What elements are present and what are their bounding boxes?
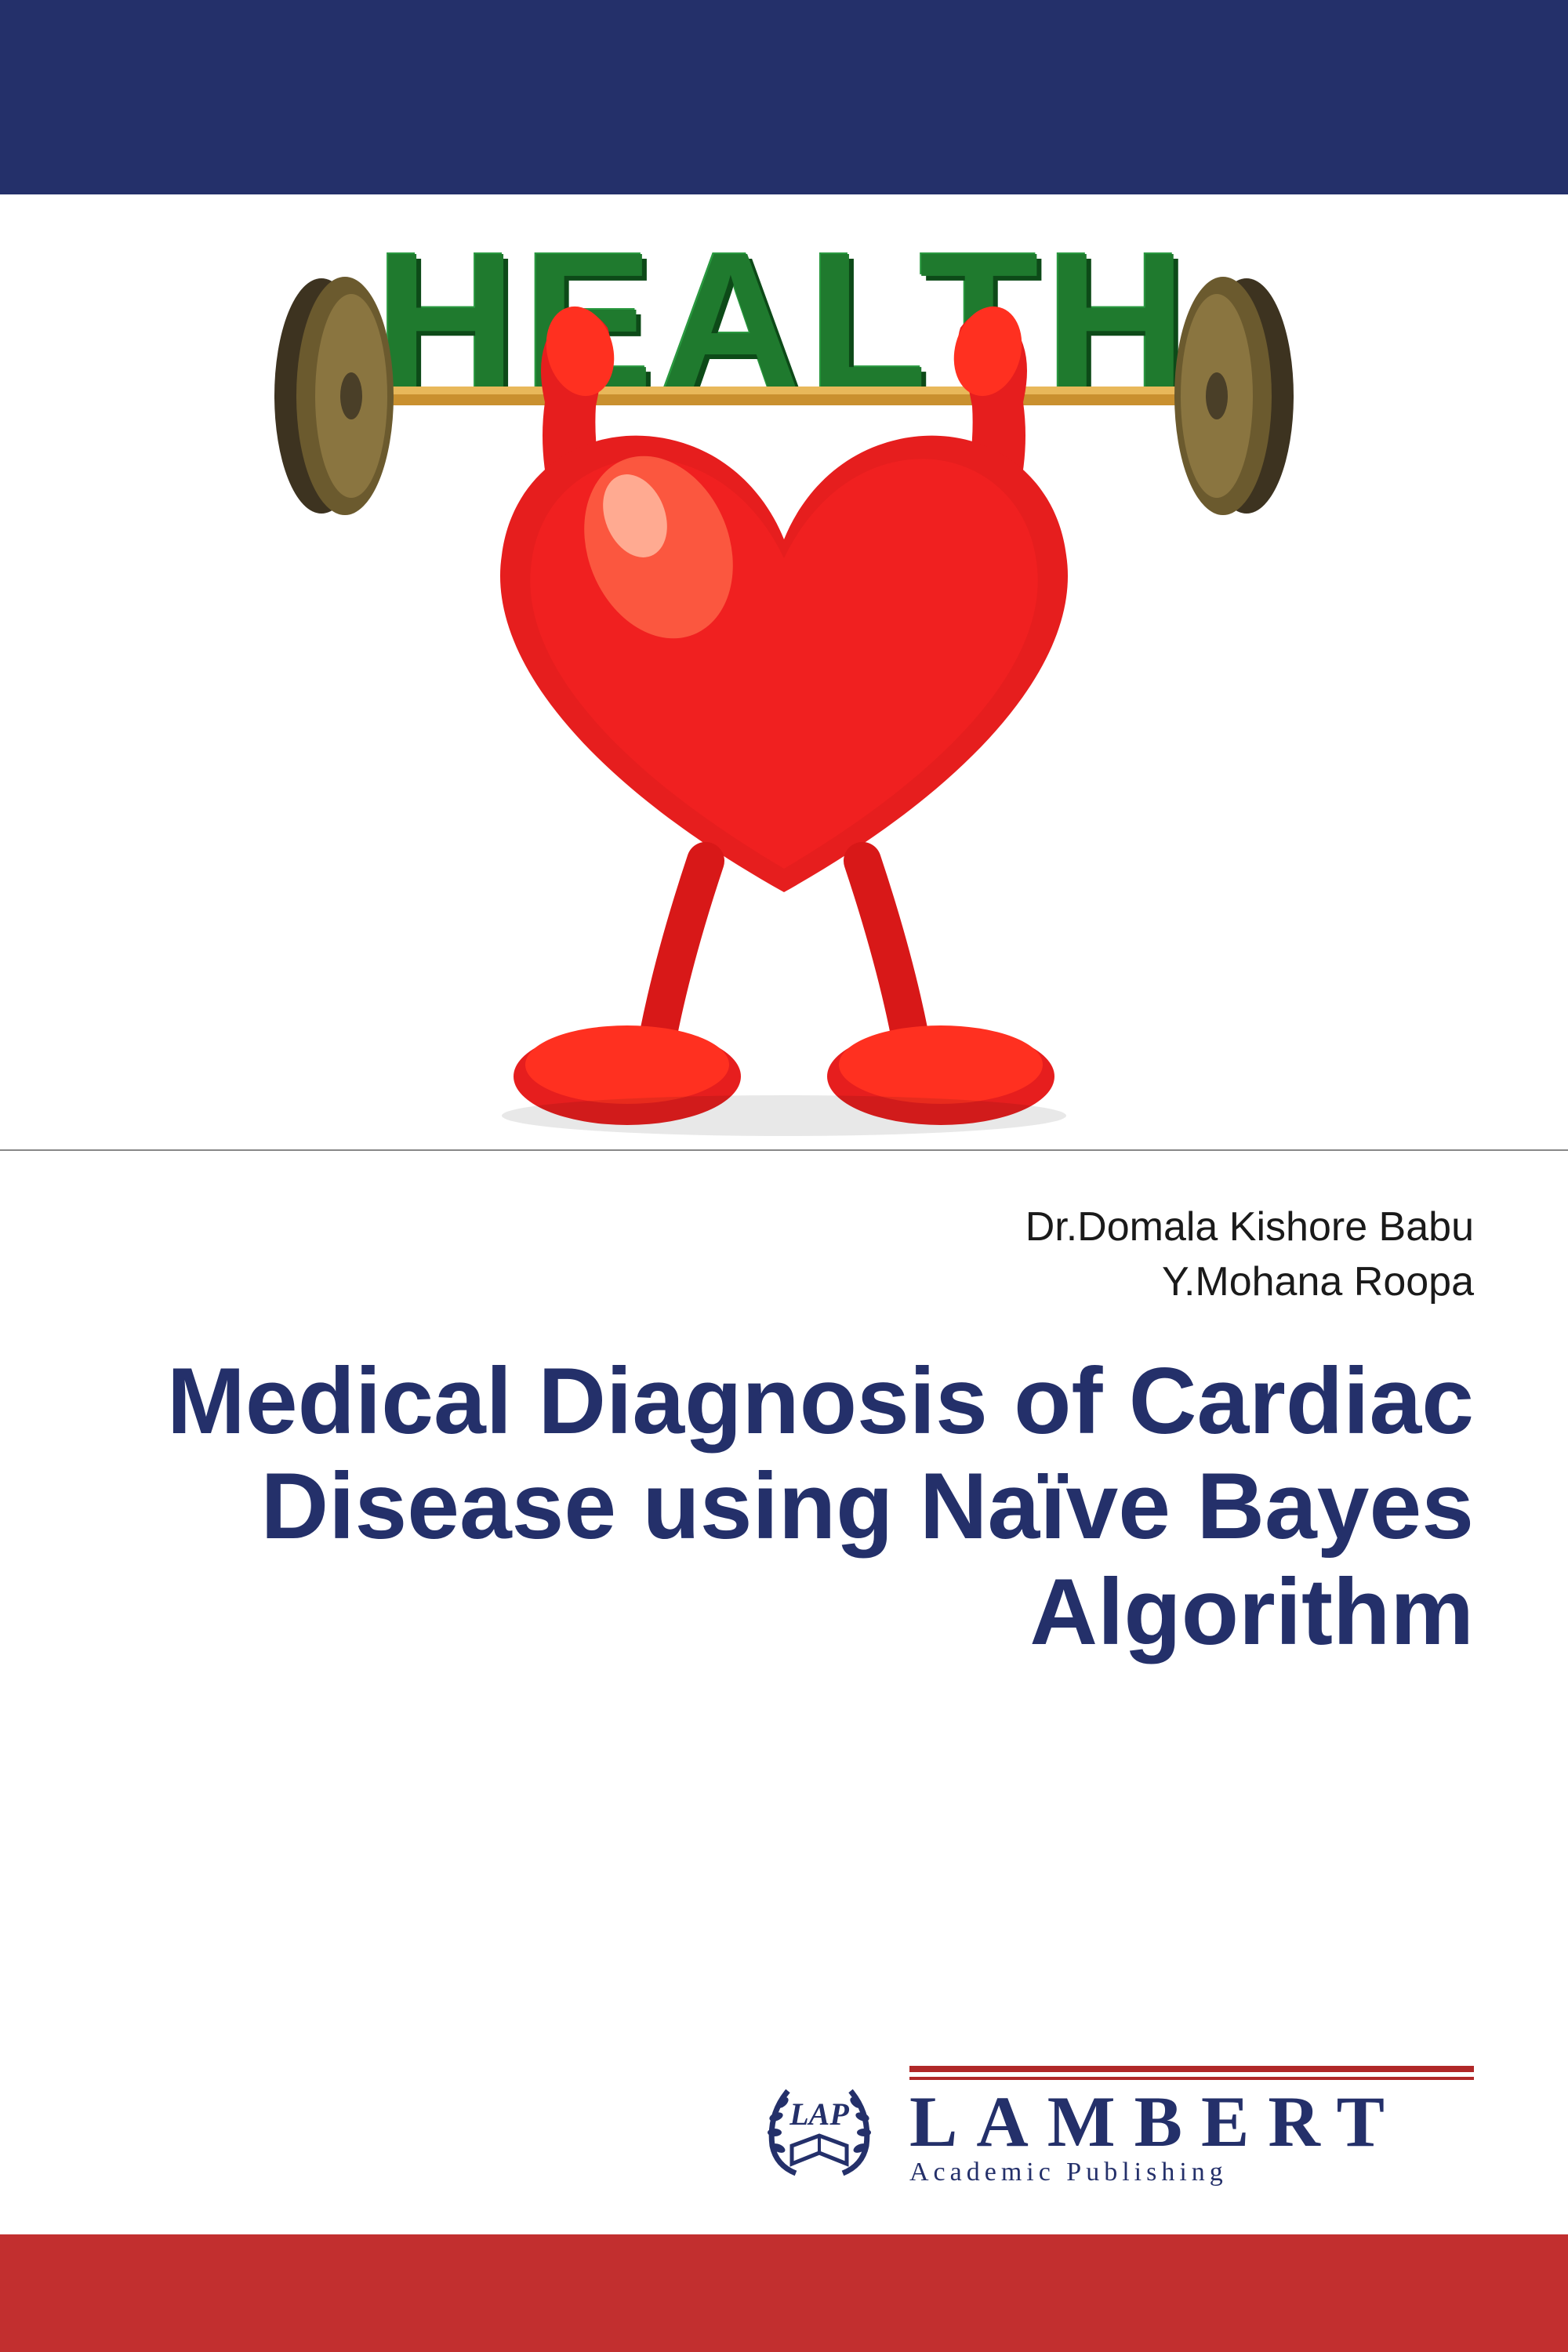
book-title: Medical Diagnosis of Cardiac Disease usi… [110,1348,1474,1664]
publisher-rule-top [909,2066,1474,2072]
heart-barbell-illustration [157,249,1411,1143]
publisher-name: LAMBERT [909,2088,1474,2156]
bottom-bar [0,2234,1568,2352]
publisher-text: LAMBERT Academic Publishing [909,2066,1474,2187]
author-1: Dr.Domala Kishore Babu [1025,1200,1474,1254]
author-2: Y.Mohana Roopa [1025,1254,1474,1309]
publisher-subtitle: Academic Publishing [909,2158,1474,2187]
cover-image-area: HEALTH [0,194,1568,1151]
publisher-logo-icon: LAP [753,2071,886,2181]
publisher-logo-text: LAP [789,2096,849,2132]
publisher-block: LAP LAMBERT Academic Publishing [753,2066,1474,2187]
author-block: Dr.Domala Kishore Babu Y.Mohana Roopa [1025,1200,1474,1309]
publisher-rule-mid [909,2077,1474,2080]
top-bar [0,0,1568,194]
